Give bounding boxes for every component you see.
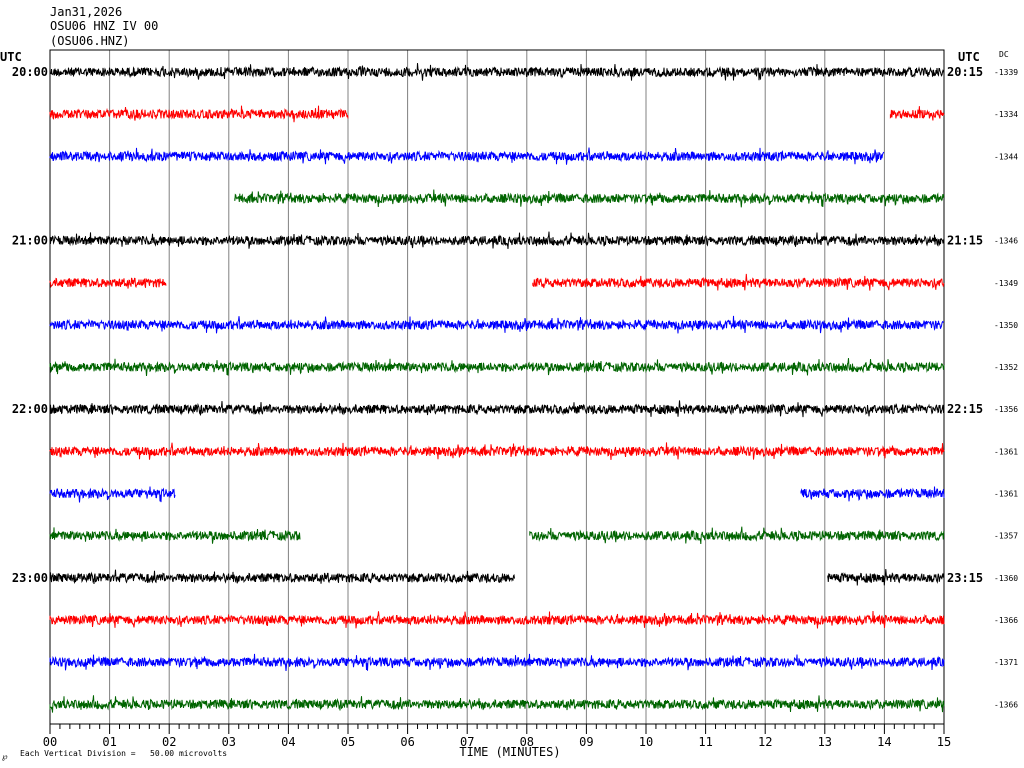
vertical-division-note: Each Vertical Division = 50.00 microvolt… xyxy=(20,749,227,758)
trace-segment xyxy=(49,695,945,713)
x-tick-label: 00 xyxy=(43,735,57,749)
dc-offset-label: -1346 xyxy=(994,237,1018,246)
trace-segment xyxy=(827,568,945,586)
trace-segment xyxy=(800,486,945,502)
trace-segment xyxy=(49,527,301,544)
hour-labels: 20:00 20:15 21:00 21:15 22:00 22:15 23:00 23:15 xyxy=(12,65,983,585)
dc-offset-label: -1361 xyxy=(994,490,1018,499)
left-axis-utc-label: UTC xyxy=(0,50,22,64)
trace-segment xyxy=(49,231,945,249)
dc-offset-label: -1344 xyxy=(994,152,1018,161)
footer-mark: ℘ xyxy=(2,752,8,761)
hour-label-right: 20:15 xyxy=(947,65,983,79)
x-tick-label: 08 xyxy=(520,735,534,749)
vertical-gridlines xyxy=(109,50,885,724)
dc-offset-label: -1360 xyxy=(994,574,1018,583)
hour-label-right: 23:15 xyxy=(947,571,983,585)
trace-segment xyxy=(49,442,945,460)
x-tick-label: 12 xyxy=(758,735,772,749)
x-tick-label: 09 xyxy=(579,735,593,749)
x-tick-label: 04 xyxy=(281,735,295,749)
hour-label-right: 22:15 xyxy=(947,402,983,416)
trace-segment xyxy=(49,653,945,672)
hour-label-left: 20:00 xyxy=(12,65,48,79)
right-axis-utc-label: UTC xyxy=(958,50,980,64)
dc-label: DC xyxy=(999,50,1009,59)
x-tick-label: 07 xyxy=(460,735,474,749)
station-label: OSU06 HNZ IV 00 xyxy=(50,19,158,33)
x-tick-label: 03 xyxy=(222,735,236,749)
x-tick-label: 06 xyxy=(400,735,414,749)
trace-segment xyxy=(532,273,945,291)
trace-segment xyxy=(889,106,945,121)
trace-segment xyxy=(234,189,945,208)
seismic-traces xyxy=(49,63,945,713)
x-tick-label: 05 xyxy=(341,735,355,749)
x-axis: 00 01 02 03 04 05 06 07 08 09 10 11 12 13 14 15 xyxy=(43,724,951,749)
dc-offset-label: -1371 xyxy=(994,658,1018,667)
hour-label-right: 21:15 xyxy=(947,234,983,248)
x-tick-label: 01 xyxy=(102,735,116,749)
trace-segment xyxy=(49,63,945,81)
dc-offset-label: -1334 xyxy=(994,110,1018,119)
dc-offset-label: -1366 xyxy=(994,700,1018,709)
trace-segment xyxy=(529,526,945,545)
trace-segment xyxy=(49,315,945,334)
x-tick-label: 11 xyxy=(698,735,712,749)
dc-offset-label: -1361 xyxy=(994,447,1018,456)
dc-offset-label: -1352 xyxy=(994,363,1018,372)
trace-segment xyxy=(49,105,349,123)
channel-label: (OSU06.HNZ) xyxy=(50,34,129,48)
dc-offset-labels: -1339 -1334 -1344 -1346 -1349 -1350 -1352 -1356… xyxy=(994,68,1018,709)
x-tick-label: 15 xyxy=(937,735,951,749)
trace-segment xyxy=(49,358,945,376)
hour-label-left: 21:00 xyxy=(12,234,48,248)
dc-offset-label: -1366 xyxy=(994,616,1018,625)
trace-segment xyxy=(49,400,945,418)
x-tick-label: 10 xyxy=(639,735,653,749)
hour-label-left: 22:00 xyxy=(12,402,48,416)
dc-offset-label: -1350 xyxy=(994,321,1018,330)
trace-segment xyxy=(49,610,945,629)
hour-label-left: 23:00 xyxy=(12,571,48,585)
x-tick-label: 14 xyxy=(877,735,891,749)
trace-segment xyxy=(49,569,515,585)
dc-offset-label: -1357 xyxy=(994,532,1018,541)
x-tick-label: 02 xyxy=(162,735,176,749)
x-axis-title: TIME (MINUTES) xyxy=(459,745,560,759)
trace-segment xyxy=(49,147,885,165)
x-tick-label: 13 xyxy=(818,735,832,749)
trace-segment xyxy=(49,277,167,289)
dc-offset-label: -1356 xyxy=(994,405,1018,414)
dc-offset-label: -1339 xyxy=(994,68,1018,77)
dc-offset-label: -1349 xyxy=(994,279,1018,288)
date-label: Jan31,2026 xyxy=(50,5,122,19)
trace-segment xyxy=(49,486,176,503)
